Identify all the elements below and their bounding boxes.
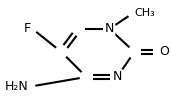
Text: N: N bbox=[112, 70, 122, 83]
Text: N: N bbox=[105, 22, 114, 35]
Text: F: F bbox=[23, 22, 31, 35]
Text: CH₃: CH₃ bbox=[134, 8, 155, 18]
Text: H₂N: H₂N bbox=[5, 80, 29, 93]
Text: O: O bbox=[159, 45, 169, 58]
